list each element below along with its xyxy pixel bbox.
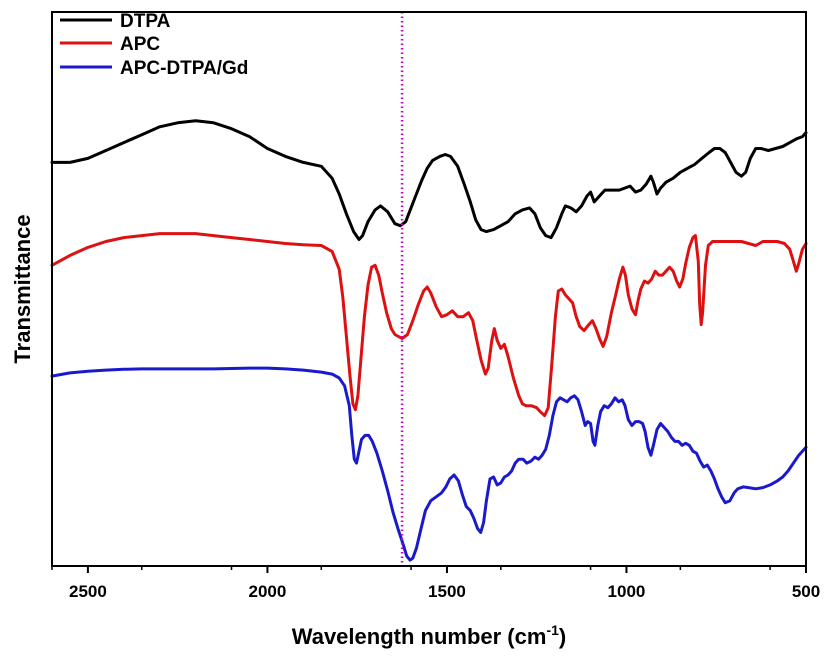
x-axis-title-close: ) <box>559 624 566 649</box>
x-axis-title: Wavelength number (cm-1) <box>292 622 566 649</box>
x-tick-label: 500 <box>792 582 820 601</box>
series-line-2 <box>50 232 808 418</box>
legend-label: APC <box>120 34 160 55</box>
y-axis-title: Transmittance <box>10 214 35 363</box>
series-line-3 <box>50 366 808 562</box>
series-layer <box>50 119 808 562</box>
series-line-1 <box>50 119 808 241</box>
legend-label: APC-DTPA/Gd <box>120 58 248 79</box>
plot-frame <box>51 11 807 567</box>
x-tick-label: 2500 <box>69 582 107 601</box>
x-axis-title-main: Wavelength number (cm <box>292 624 547 649</box>
x-tick-label: 1500 <box>428 582 466 601</box>
x-axis-ticks: 2500 2000 1500 1000 500 <box>51 566 820 601</box>
x-tick-label: 1000 <box>608 582 646 601</box>
x-axis-title-superscript: -1 <box>546 622 559 638</box>
legend-label: DTPA <box>120 11 171 32</box>
x-tick-label: 2000 <box>249 582 287 601</box>
